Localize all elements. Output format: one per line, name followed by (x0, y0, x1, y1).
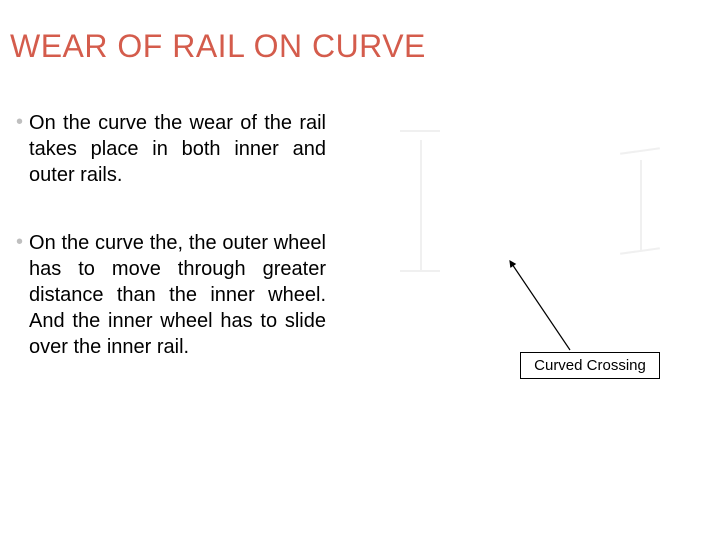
diagram-line (640, 160, 642, 250)
diagram-line (400, 130, 440, 132)
diagram-line (620, 147, 660, 155)
bullet-block-1: • On the curve the wear of the rail take… (16, 110, 326, 188)
bullet-dot-icon: • (16, 230, 23, 254)
bullet-text-2: On the curve the, the outer wheel has to… (29, 230, 326, 360)
arrow-icon (500, 260, 590, 360)
label-curved-crossing: Curved Crossing (520, 352, 660, 379)
bullet-1: • On the curve the wear of the rail take… (16, 110, 326, 188)
bullet-2: • On the curve the, the outer wheel has … (16, 230, 326, 360)
bullet-text-1: On the curve the wear of the rail takes … (29, 110, 326, 188)
bullet-dot-icon: • (16, 110, 23, 134)
bullet-block-2: • On the curve the, the outer wheel has … (16, 230, 326, 360)
diagram-line (400, 270, 440, 272)
diagram-line (420, 140, 422, 270)
page-title: WEAR OF RAIL ON CURVE (10, 28, 426, 65)
